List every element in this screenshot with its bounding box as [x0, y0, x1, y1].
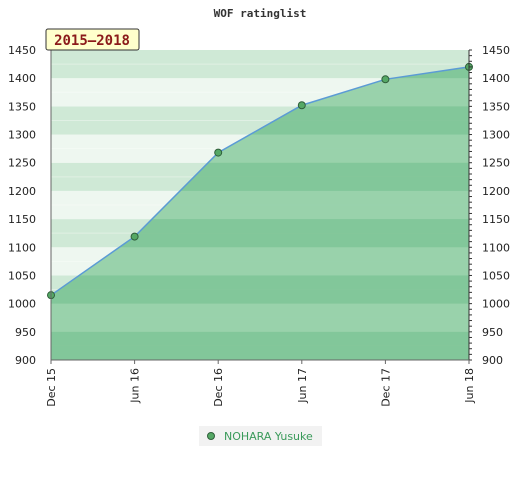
y-tick-label-right: 1050: [482, 269, 510, 282]
x-tick-label: Dec 16: [212, 368, 225, 407]
y-tick-label-right: 1300: [482, 129, 510, 142]
y-tick-label-left: 1000: [8, 298, 36, 311]
data-points: [47, 62, 473, 300]
y-tick-label-left: 1250: [8, 157, 36, 170]
legend-box: [199, 426, 322, 446]
y-tick-label-left: 1350: [8, 100, 36, 113]
y-tick-label-right: 950: [482, 326, 503, 339]
x-tick-label: Jun 17: [296, 368, 309, 404]
chart-title: WOF ratinglist: [214, 7, 307, 20]
area-band: [51, 303, 469, 332]
y-tick-label-left: 1450: [8, 44, 36, 57]
data-point-5: [381, 75, 390, 84]
data-point-4: [297, 101, 306, 110]
series-line: [50, 66, 470, 296]
x-axis-ticks: Dec 15 Jun 16 Dec 16 Jun 17 Dec 17 Jun 18: [45, 360, 476, 407]
y-tick-label-right: 1100: [482, 241, 510, 254]
data-point-3: [214, 148, 223, 157]
y-axis-right-ticks: 900 950 1000 1050 1100 1150 1200 1250 1300 1350 14…: [482, 44, 510, 367]
data-point-2: [130, 232, 139, 241]
y-tick-label-left: 1150: [8, 213, 36, 226]
x-tick-label: Dec 17: [379, 368, 392, 407]
period-badge: 2015–2018: [45, 28, 140, 51]
y-tick-label-left: 1100: [8, 241, 36, 254]
y-tick-label-right: 1150: [482, 213, 510, 226]
period-badge-box: [45, 28, 140, 51]
y-tick-label-left: 1300: [8, 129, 36, 142]
x-tick-label: Jun 18: [463, 368, 476, 404]
y-tick-label-left: 1200: [8, 185, 36, 198]
y-tick-label-left: 950: [15, 326, 36, 339]
y-tick-label-left: 1400: [8, 72, 36, 85]
legend-marker: [207, 432, 215, 440]
y-tick-label-right: 1400: [482, 72, 510, 85]
y-tick-label-left: 1050: [8, 269, 36, 282]
y-tick-label-right: 1200: [482, 185, 510, 198]
area-band: [51, 247, 469, 276]
legend-label: NOHARA Yusuke: [224, 430, 313, 443]
y-tick-label-right: 1450: [482, 44, 510, 57]
x-tick-label: Dec 15: [45, 368, 58, 407]
y-tick-label-left: 900: [15, 354, 36, 367]
y-tick-label-right: 900: [482, 354, 503, 367]
legend: NOHARA Yusuke: [199, 426, 322, 446]
y-tick-label-right: 1250: [482, 157, 510, 170]
y-tick-label-right: 1350: [482, 100, 510, 113]
y-tick-label-right: 1000: [482, 298, 510, 311]
axes: [50, 49, 472, 361]
x-tick-label: Jun 16: [129, 368, 142, 404]
period-badge-label: 2015–2018: [54, 33, 130, 49]
area-stripes: [51, 78, 469, 332]
y-axis-left-ticks: 900 950 1000 1050 1100 1150 1200 1250 1300 1350 14…: [8, 44, 36, 367]
grid-band: [51, 50, 469, 79]
